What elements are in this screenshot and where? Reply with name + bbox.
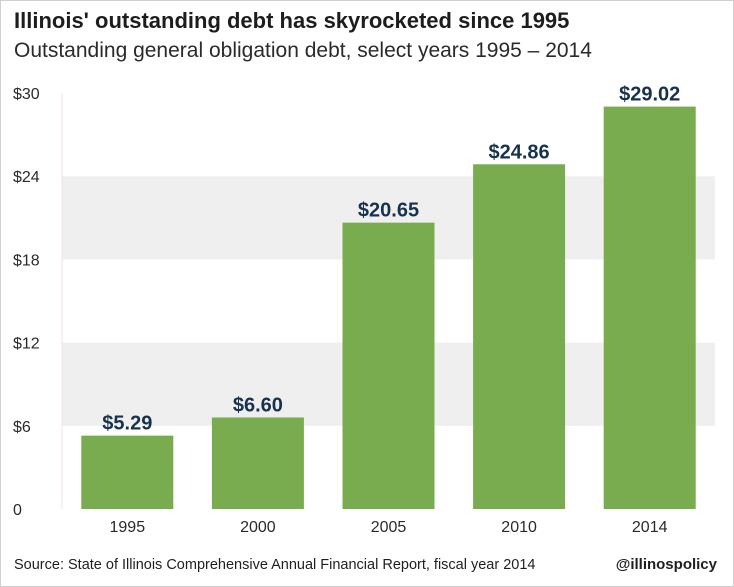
y-axis: 0 $6 $12 $18 $24 $30 <box>13 86 40 519</box>
bar <box>473 164 566 510</box>
bars: $5.29 $6.60 $20.65 $24.86 $29.02 <box>81 84 696 510</box>
y-tick-label: $30 <box>13 86 40 103</box>
x-tick-label: 2000 <box>240 519 276 536</box>
x-tick-label: 2010 <box>501 519 537 536</box>
data-label: $6.60 <box>233 394 283 416</box>
bar <box>342 222 435 510</box>
data-label: $20.65 <box>358 200 419 222</box>
bar <box>603 106 696 510</box>
y-tick-label: $6 <box>13 419 31 436</box>
y-tick-label: $24 <box>13 169 40 186</box>
y-tick-label: $18 <box>13 252 40 269</box>
source-note: Source: State of Illinois Comprehensive … <box>14 557 536 573</box>
bar <box>81 435 174 509</box>
data-label: $5.29 <box>102 413 152 435</box>
chart-subtitle: Outstanding general obligation debt, sel… <box>14 39 592 62</box>
x-tick-label: 2014 <box>632 519 668 536</box>
x-axis: 1995 2000 2005 2010 2014 <box>110 519 668 536</box>
data-label: $29.02 <box>619 84 680 106</box>
bar <box>211 417 304 509</box>
chart-title: Illinois' outstanding debt has skyrocket… <box>14 8 570 33</box>
social-handle: @illinospolicy <box>615 556 717 573</box>
data-label: $24.86 <box>489 141 550 163</box>
x-tick-label: 1995 <box>110 519 146 536</box>
y-tick-label: $12 <box>13 336 40 353</box>
y-tick-label: 0 <box>13 502 22 519</box>
x-tick-label: 2005 <box>371 519 407 536</box>
